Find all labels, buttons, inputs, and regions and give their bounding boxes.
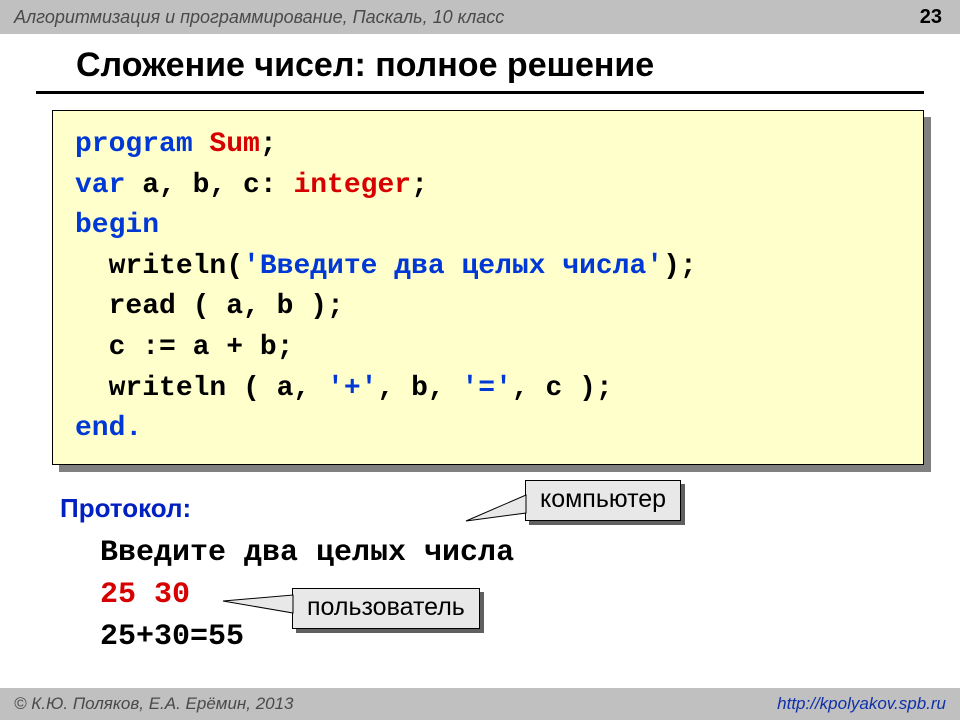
callout-label: пользователь [307, 593, 465, 621]
header-bar: Алгоритмизация и программирование, Паска… [0, 0, 960, 34]
code-line: end. [75, 409, 901, 450]
footer-bar: © К.Ю. Поляков, Е.А. Ерёмин, 2013 http:/… [0, 688, 960, 720]
page-number: 23 [920, 6, 942, 29]
code-content: program Sum; var a, b, c: integer; begin… [52, 110, 924, 465]
header-text: Алгоритмизация и программирование, Паска… [14, 7, 504, 28]
callout-pointer-icon [223, 589, 303, 619]
callout-user: пользователь [292, 588, 480, 629]
callout-label: компьютер [540, 485, 666, 513]
footer-url: http://kpolyakov.spb.ru [777, 694, 946, 714]
code-line: read ( a, b ); [75, 287, 901, 328]
footer-copyright: © К.Ю. Поляков, Е.А. Ерёмин, 2013 [14, 694, 294, 714]
protocol-line: Введите два целых числа [100, 532, 960, 574]
code-line: c := a + b; [75, 328, 901, 369]
callout-computer: компьютер [525, 480, 681, 521]
code-line: begin [75, 206, 901, 247]
code-box: program Sum; var a, b, c: integer; begin… [52, 110, 924, 465]
code-line: program Sum; [75, 125, 901, 166]
protocol-line: 25+30=55 [100, 616, 960, 658]
code-line: writeln('Введите два целых числа'); [75, 247, 901, 288]
callout-pointer-icon [466, 487, 536, 527]
code-line: var a, b, c: integer; [75, 166, 901, 207]
code-line: writeln ( a, '+', b, '=', c ); [75, 369, 901, 410]
slide-title: Сложение чисел: полное решение [36, 34, 924, 94]
